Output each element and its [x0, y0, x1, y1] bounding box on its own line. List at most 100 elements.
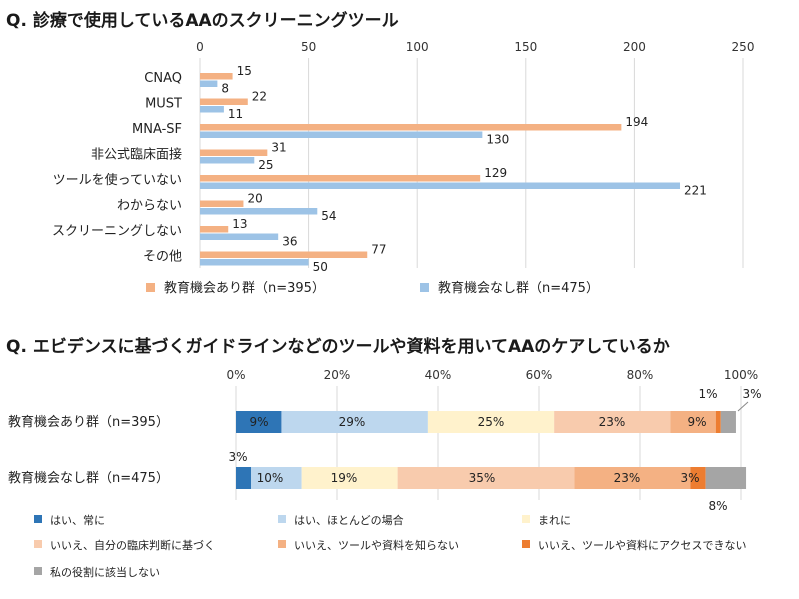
chart-1-bar: [200, 98, 248, 105]
chart-2-x-tick: 40%: [425, 368, 452, 382]
chart-1-legend-swatch: [146, 283, 155, 292]
chart-2-data-label: 1%: [698, 387, 717, 401]
chart-1-x-tick: 50: [301, 40, 316, 54]
chart-2-data-label: 35%: [469, 471, 496, 485]
chart-1-bar: [200, 226, 229, 233]
chart-2-legend-swatch: [278, 515, 286, 523]
chart-2-bar-segment: [720, 411, 736, 433]
chart-1-bar: [200, 233, 279, 240]
chart-1-bar: [200, 73, 233, 80]
chart-2-legend-label: いいえ、ツールや資料を知らない: [294, 538, 459, 552]
chart-2-bar-segment: [574, 467, 691, 489]
chart-2-bar-segment: [236, 411, 282, 433]
chart-1-title: Q. 診療で使用しているAAのスクリーニングツール: [6, 11, 399, 31]
chart-2-legend-swatch: [34, 515, 42, 523]
chart-2-data-label: 10%: [257, 471, 284, 485]
chart-2-legend-label: いいえ、ツールや資料にアクセスできない: [538, 538, 746, 552]
chart-1-bar: [200, 131, 483, 138]
chart-1-data-label: 54: [321, 209, 336, 223]
chart-1-x-tick: 0: [196, 40, 204, 54]
chart-1-data-label: 11: [228, 107, 243, 121]
chart-1-data-label: 194: [625, 115, 648, 129]
chart-2-x-tick: 0%: [226, 368, 245, 382]
chart-1-legend-label: 教育機会なし群（n=475）: [438, 280, 599, 296]
chart-2-category-label: 教育機会あり群（n=395）: [8, 414, 169, 430]
chart-1-legend-swatch: [420, 283, 429, 292]
chart-2-legend-swatch: [34, 540, 42, 548]
chart-2-data-label: 9%: [249, 415, 268, 429]
chart-2-legend-swatch: [278, 540, 286, 548]
chart-2-legend-label: 私の役割に該当しない: [50, 565, 160, 579]
chart-1-data-label: 31: [271, 141, 286, 155]
chart-1-x-tick: 150: [514, 40, 537, 54]
chart-2-legend-swatch: [522, 515, 530, 523]
chart-2-bar-segment: [705, 467, 747, 489]
chart-1-data-label: 22: [252, 90, 267, 104]
chart-1-x-tick: 250: [732, 40, 755, 54]
chart-2-bar-segment: [427, 411, 555, 433]
chart-2-x-tick: 20%: [324, 368, 351, 382]
chart-1-bar: [200, 157, 255, 164]
chart-1-category-label: その他: [143, 250, 182, 265]
chart-1-data-label: 25: [258, 158, 273, 172]
chart-2-legend-swatch: [34, 567, 42, 575]
chart-1-category-label: 非公式臨床面接: [91, 147, 182, 163]
chart-2-data-label: 25%: [478, 415, 505, 429]
chart-1-bar: [200, 80, 218, 87]
chart-1-bar: [200, 251, 368, 258]
chart-2-data-label: 8%: [708, 499, 727, 513]
chart-2-bar-segment: [690, 467, 706, 489]
chart-2-data-label: 29%: [339, 415, 366, 429]
chart-2-legend-swatch: [522, 540, 530, 548]
chart-1-data-label: 50: [313, 260, 328, 274]
chart-1-category-label: わからない: [117, 199, 182, 214]
chart-2-legend-label: まれに: [538, 514, 571, 527]
chart-1-data-label: 129: [484, 166, 507, 180]
chart-1-data-label: 130: [486, 133, 509, 147]
chart-2-data-label: 23%: [599, 415, 626, 429]
chart-2-bar-segment: [670, 411, 716, 433]
chart-1-bar: [200, 124, 622, 131]
chart-1-data-label: 77: [371, 243, 386, 257]
chart-1-category-label: MUST: [145, 97, 182, 112]
chart-1-bar: [200, 106, 224, 113]
chart-2-bar-segment: [397, 467, 575, 489]
chart-1-x-tick: 200: [623, 40, 646, 54]
chart-2-data-label: 3%: [742, 387, 761, 401]
chart-1-bar: [200, 200, 244, 207]
chart-1-bar: [200, 149, 268, 156]
chart-2-callout-line: [737, 401, 749, 412]
chart-2-bar-segment: [301, 467, 398, 489]
chart-2-x-tick: 80%: [627, 368, 654, 382]
chart-2-bar-segment: [251, 467, 302, 489]
chart-1-bar: [200, 182, 681, 189]
chart-1-category-label: MNA-SF: [132, 122, 182, 137]
chart-1-data-label: 13: [232, 217, 247, 231]
chart-2-data-label: 19%: [331, 471, 358, 485]
chart-2-legend-label: はい、ほとんどの場合: [294, 513, 404, 527]
chart-2-legend-label: はい、常に: [50, 514, 105, 527]
chart-2-bar-segment: [554, 411, 671, 433]
chart-1-legend-label: 教育機会あり群（n=395）: [164, 280, 325, 296]
chart-2-data-label: 3%: [228, 450, 247, 464]
chart-2-data-label: 3%: [680, 471, 699, 485]
chart-2-bar-segment: [715, 411, 721, 433]
chart-1-bar: [200, 175, 481, 182]
chart-1-category-label: ツールを使っていない: [53, 172, 182, 188]
chart-1-category-label: スクリーニングしない: [52, 224, 182, 239]
chart-1-data-label: 20: [247, 192, 262, 206]
chart-1-bar: [200, 208, 318, 215]
chart-2-data-label: 9%: [687, 415, 706, 429]
chart-2-x-tick: 60%: [526, 368, 553, 382]
chart-1-x-tick: 100: [406, 40, 429, 54]
chart-2-bar-segment: [281, 411, 428, 433]
chart-2-bar-segment: [236, 467, 252, 489]
chart-1-data-label: 8: [221, 82, 229, 96]
chart-1-data-label: 36: [282, 235, 297, 249]
chart-1-bar: [200, 259, 309, 266]
chart-2-title: Q. エビデンスに基づくガイドラインなどのツールや資料を用いてAAのケアしている…: [6, 337, 670, 357]
chart-1-category-label: CNAQ: [144, 71, 182, 86]
chart-2-legend-label: いいえ、自分の臨床判断に基づく: [50, 538, 215, 552]
chart-2-category-label: 教育機会なし群（n=475）: [8, 470, 169, 486]
